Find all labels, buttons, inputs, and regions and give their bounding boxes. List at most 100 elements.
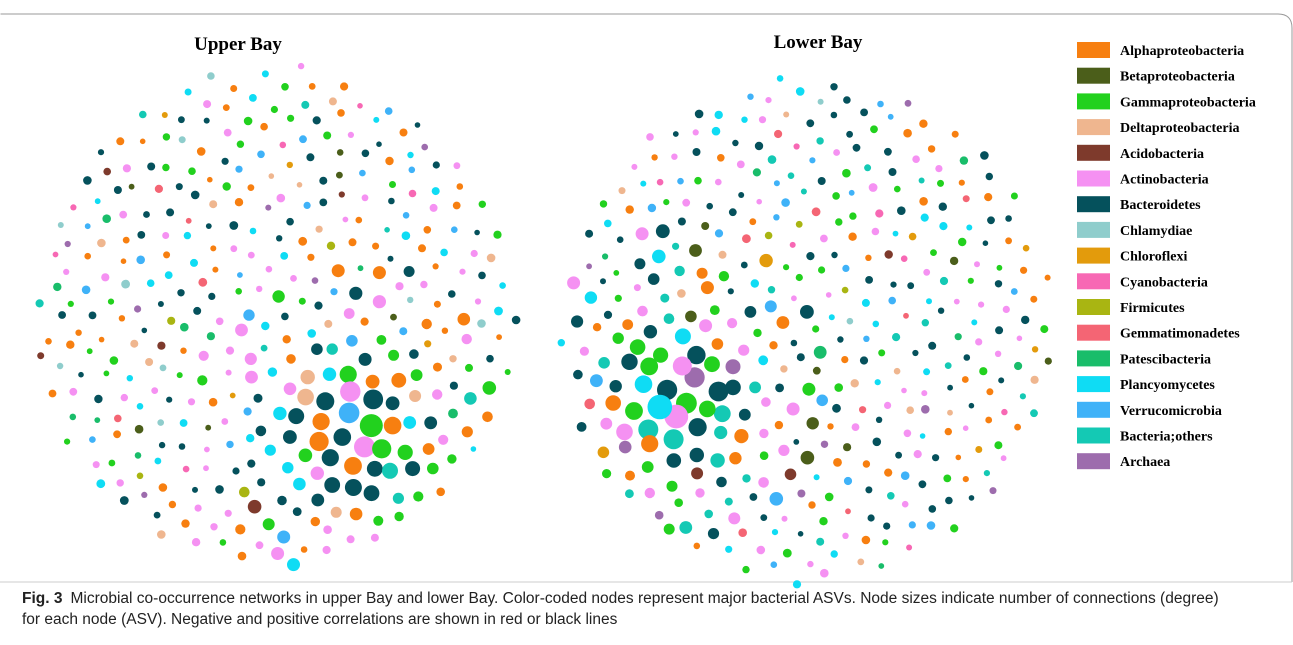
node [474,298,482,305]
node [330,506,342,518]
node [903,128,912,138]
node [181,519,190,528]
node [599,200,608,208]
node [260,344,268,352]
node [159,364,167,372]
node [868,183,878,192]
node [975,446,983,453]
legend-label: Deltaproteobacteria [1120,121,1239,136]
node [70,204,77,211]
node [56,362,64,370]
node [672,356,692,376]
node [184,88,192,96]
node [935,165,943,173]
node [262,518,275,531]
node [116,479,124,487]
node [83,176,92,185]
node [413,491,424,502]
node [699,400,716,418]
node [846,130,853,138]
node [820,440,829,448]
legend-swatch [1077,427,1110,444]
node [333,428,352,446]
node [945,496,953,505]
node [884,401,892,409]
node [98,336,105,343]
node [299,135,307,144]
node [576,422,587,432]
node [276,193,286,203]
node [1022,244,1030,252]
node [819,517,828,526]
node [729,452,742,465]
legend-swatch [1077,119,1110,136]
node [298,297,306,305]
node [878,349,886,357]
node [331,264,345,278]
node [141,327,148,334]
node [842,168,851,178]
node [113,430,121,439]
node [816,137,824,145]
node [267,367,278,377]
legend: Alphaproteobacteria Betaproteobacteria Gam… [1077,42,1256,470]
node [81,285,91,295]
node [758,477,769,488]
node [187,398,196,406]
node [168,500,177,509]
node [752,168,762,177]
node [921,319,929,327]
node [715,178,722,186]
node [663,523,675,535]
legend-swatch [1077,170,1110,187]
node [277,495,287,506]
node [725,545,733,553]
node [122,164,131,173]
node [158,483,168,492]
node [654,510,664,520]
node [736,160,745,169]
legend-swatch [1077,247,1110,264]
node [774,129,783,139]
node [633,284,641,292]
node [738,408,751,421]
node [346,335,358,347]
node [376,141,382,147]
node [432,389,443,400]
node [1031,346,1039,353]
node [968,402,975,409]
node [1020,266,1028,274]
node [663,429,684,450]
node [286,217,294,226]
node [433,362,442,372]
node [136,255,145,265]
node [157,530,166,539]
node [808,501,816,509]
node [205,424,212,431]
node [706,202,713,210]
node [728,512,741,525]
node [424,340,432,348]
node [651,154,658,161]
node [832,403,841,413]
node [625,402,643,420]
node [385,396,400,411]
node [707,528,720,540]
node [474,229,480,236]
node [797,489,806,498]
node [742,474,751,483]
node [247,184,255,192]
node [817,98,824,105]
node [235,165,243,173]
node [646,133,654,141]
node [616,423,633,441]
node [985,172,993,181]
node [800,188,807,195]
node [843,476,853,486]
node [603,310,613,319]
node [203,117,210,124]
panel-title: Upper Bay [194,34,282,55]
node [408,166,416,174]
node [725,379,741,396]
